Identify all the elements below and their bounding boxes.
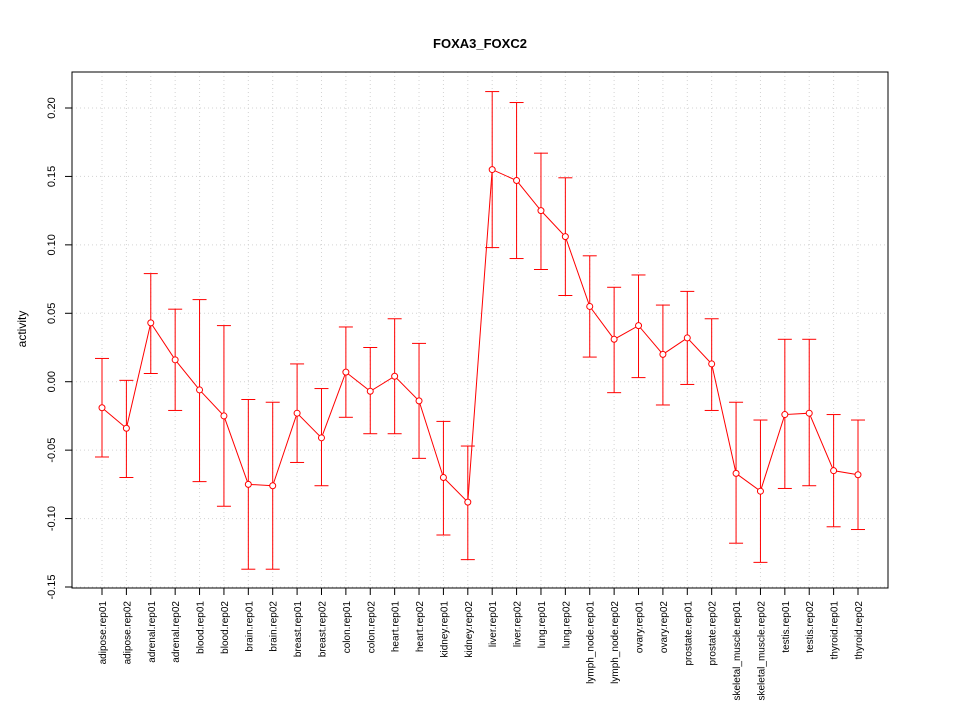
data-point [391, 372, 399, 380]
data-point [708, 360, 716, 368]
x-tick-label: kidney.rep02 [464, 601, 475, 658]
data-point [366, 387, 374, 395]
data-point [756, 487, 764, 495]
x-tick-label: adipose.rep02 [122, 601, 133, 665]
x-tick-label: skeletal_muscle.rep02 [756, 601, 767, 701]
y-tick-label: -0.15 [46, 574, 58, 599]
data-point [610, 335, 618, 343]
x-tick-label: prostate.rep01 [683, 601, 694, 666]
data-point [98, 404, 106, 412]
x-tick-label: lymph_node.rep02 [610, 601, 621, 684]
x-tick-label: blood.rep02 [220, 601, 231, 654]
data-point [659, 350, 667, 358]
data-point [781, 411, 789, 419]
data-point [488, 166, 496, 174]
x-tick-label: colon.rep01 [342, 601, 353, 654]
data-point [830, 467, 838, 475]
x-tick-label: prostate.rep02 [708, 601, 719, 666]
data-point [317, 434, 325, 442]
x-tick-label: liver.rep01 [488, 601, 499, 648]
y-tick-label: -0.10 [46, 506, 58, 531]
x-tick-label: breast.rep01 [293, 601, 304, 658]
y-tick-label: 0.15 [46, 166, 58, 187]
plot-frame [71, 71, 889, 589]
x-tick-label: colon.rep02 [366, 601, 377, 654]
data-point [171, 356, 179, 364]
x-tick-label: testis.rep02 [805, 601, 816, 653]
x-tick-label: skeletal_muscle.rep01 [732, 601, 743, 701]
grid-lines [72, 72, 888, 588]
x-tick-label: liver.rep02 [513, 601, 524, 648]
data-point [537, 207, 545, 215]
data-point [293, 409, 301, 417]
x-tick-label: brain.rep01 [244, 601, 255, 652]
data-point [561, 233, 569, 241]
x-tick-label: lung.rep02 [561, 601, 572, 649]
x-tick-label: heart.rep01 [391, 601, 402, 653]
x-axis: adipose.rep01 adipose.rep02 adrenal.rep01 a… [98, 587, 865, 701]
y-tick-label: 0.10 [46, 234, 58, 255]
data-point [269, 482, 277, 490]
series-line [101, 168, 859, 504]
x-tick-label: testis.rep01 [781, 601, 792, 653]
y-tick-label: 0.20 [46, 97, 58, 118]
x-tick-label: adrenal.rep02 [171, 601, 182, 663]
data-point [635, 322, 643, 330]
data-point [220, 412, 228, 420]
x-tick-label: adipose.rep01 [98, 601, 109, 665]
y-tick-label: 0.00 [46, 371, 58, 392]
data-point [732, 469, 740, 477]
x-tick-label: kidney.rep01 [439, 601, 450, 658]
chart-title: FOXA3_FOXC2 [433, 36, 527, 51]
data-point [805, 409, 813, 417]
y-tick-label: 0.05 [46, 303, 58, 324]
x-tick-label: blood.rep01 [196, 601, 207, 654]
x-tick-label: lung.rep01 [537, 601, 548, 649]
data-point [415, 397, 423, 405]
data-point [439, 474, 447, 482]
y-axis-label: activity [15, 311, 29, 348]
x-tick-label: lymph_node.rep01 [586, 601, 597, 684]
data-point [854, 471, 862, 479]
data-point [147, 319, 155, 327]
data-point [464, 498, 472, 506]
data-point [196, 386, 204, 394]
x-tick-label: brain.rep02 [269, 601, 280, 652]
x-tick-label: ovary.rep02 [659, 601, 670, 654]
y-axis: -0.15 -0.10 -0.05 0.00 0.05 0.10 0.15 0.20 [46, 97, 73, 600]
data-point [122, 424, 130, 432]
data-point [586, 302, 594, 310]
x-tick-label: thyroid.rep02 [854, 601, 865, 660]
data-point [342, 368, 350, 376]
y-tick-label: -0.05 [46, 438, 58, 463]
activity-series [95, 91, 865, 570]
x-tick-label: thyroid.rep01 [830, 601, 841, 660]
data-point [244, 480, 252, 488]
x-tick-label: adrenal.rep01 [147, 601, 158, 663]
data-point [683, 334, 691, 342]
x-tick-label: breast.rep02 [317, 601, 328, 658]
data-point [513, 177, 521, 185]
x-tick-label: ovary.rep01 [635, 601, 646, 654]
x-tick-label: heart.rep02 [415, 601, 426, 653]
